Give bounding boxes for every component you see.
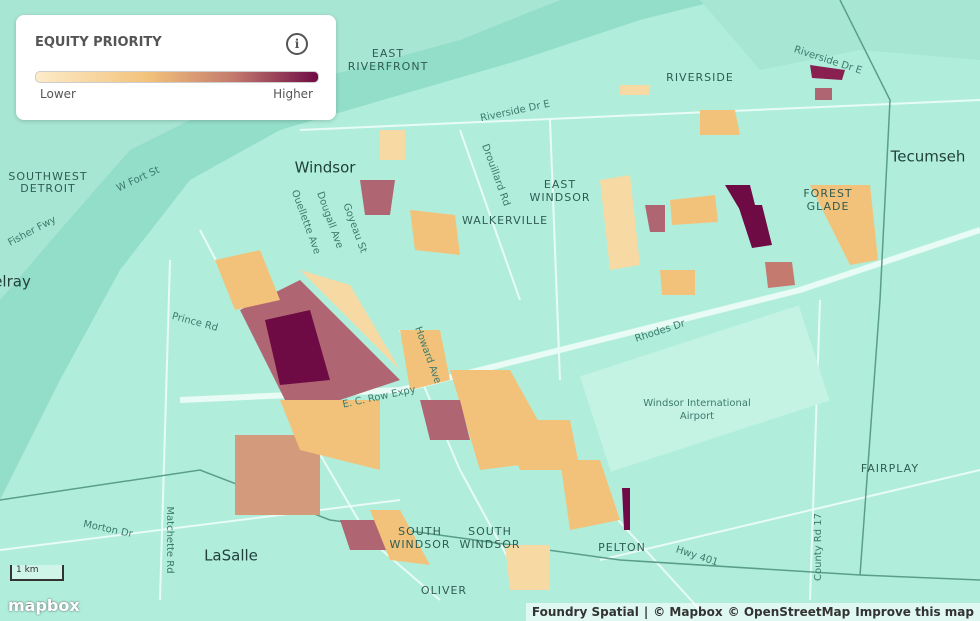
- place-label: RIVERSIDE: [666, 71, 734, 84]
- road-label: Airport: [680, 411, 714, 422]
- place-label: SOUTH: [468, 525, 512, 538]
- road-label: County Rd 17: [813, 513, 824, 581]
- place-label: LaSalle: [204, 547, 258, 565]
- road-label: Windsor International: [643, 398, 751, 409]
- boundary: [839, 0, 891, 576]
- island: [700, 0, 980, 70]
- place-label: SOUTHWEST: [8, 170, 87, 183]
- attribution-item: |: [643, 605, 649, 619]
- place-label: DETROIT: [20, 182, 75, 195]
- legend-gradient: [35, 71, 319, 83]
- road-label: Matchette Rd: [164, 506, 175, 573]
- attribution-item[interactable]: Foundry Spatial: [531, 605, 639, 619]
- info-button[interactable]: i: [286, 33, 308, 55]
- place-label: WINDSOR: [529, 191, 590, 204]
- legend-low: Lower: [40, 87, 76, 101]
- place-label: WINDSOR: [459, 538, 520, 551]
- attribution-item[interactable]: Improve this map: [855, 605, 974, 619]
- place-label: Tecumseh: [890, 148, 966, 166]
- place-label: WALKERVILLE: [462, 214, 548, 227]
- airport: [579, 305, 830, 472]
- place-label: GLADE: [807, 200, 850, 213]
- boundary: [0, 469, 980, 581]
- legend-title: EQUITY PRIORITY: [35, 35, 162, 50]
- place-label: SOUTH: [398, 525, 442, 538]
- attribution-item[interactable]: © OpenStreetMap: [727, 605, 851, 619]
- place-label: elray: [0, 273, 31, 291]
- place-label: EAST: [544, 178, 576, 191]
- legend-high: Higher: [273, 87, 313, 101]
- place-label: OLIVER: [421, 584, 467, 597]
- place-label: EAST: [372, 47, 404, 60]
- place-label: Windsor: [295, 159, 357, 177]
- scale-bar: 1 km: [10, 565, 64, 581]
- place-label: RIVERFRONT: [348, 60, 429, 73]
- equity-areas: [215, 65, 878, 590]
- place-label: WINDSOR: [389, 538, 450, 551]
- mapbox-logo[interactable]: mapbox: [8, 596, 80, 615]
- place-label: PELTON: [598, 541, 646, 554]
- legend: EQUITY PRIORITY i Lower Higher: [16, 15, 336, 120]
- place-label: FOREST: [803, 187, 852, 200]
- place-label: FAIRPLAY: [861, 462, 919, 475]
- attribution: Foundry Spatial | © Mapbox © OpenStreetMap I…: [525, 603, 980, 621]
- attribution-item[interactable]: © Mapbox: [653, 605, 723, 619]
